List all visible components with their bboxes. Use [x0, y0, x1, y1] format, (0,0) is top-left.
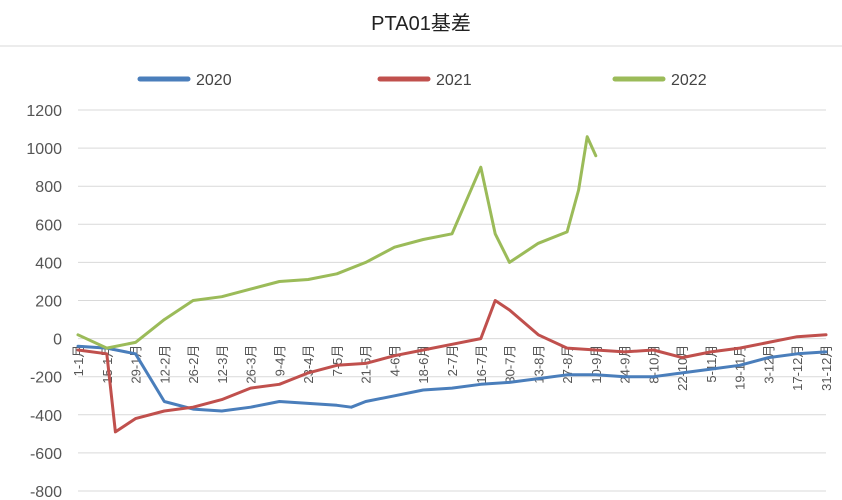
x-tick-label: 12-3月: [215, 345, 230, 384]
series-line-2021: [76, 299, 828, 434]
x-tick-label: 19-11月: [733, 345, 748, 390]
y-tick-label: 1000: [26, 141, 62, 158]
series-group: [76, 135, 828, 434]
x-tick-label: 30-7月: [503, 345, 518, 384]
x-tick-label: 12-2月: [157, 345, 172, 384]
x-tick-label: 4-6月: [387, 345, 402, 377]
x-tick-label: 3-12月: [761, 345, 776, 384]
x-tick-label: 31-12月: [819, 345, 834, 391]
x-tick-label: 9-4月: [272, 345, 287, 377]
legend: 2020 2021 2022: [137, 72, 707, 89]
grid: [78, 109, 826, 492]
x-tick-label: 5-11月: [704, 345, 719, 383]
y-tick-label: -400: [30, 408, 62, 425]
x-tick-label: 16-7月: [474, 345, 489, 384]
legend-label-2020: 2020: [196, 72, 232, 89]
y-axis: 1200 1000 800 600 400 200 0 -200 -400 -600 -800: [26, 103, 62, 500]
x-tick-label: 8-10月: [646, 345, 661, 384]
y-tick-label: 800: [35, 179, 62, 196]
series-line-2022: [76, 135, 598, 350]
y-tick-label: -600: [30, 446, 62, 463]
legend-label-2022: 2022: [671, 72, 707, 89]
x-tick-label: 1-1月: [71, 345, 86, 377]
x-tick-label: 2-7月: [445, 345, 460, 377]
x-tick-label: 7-5月: [330, 345, 345, 377]
x-tick-label: 24-9月: [618, 345, 633, 384]
chart-title: PTA01基差: [371, 12, 471, 35]
x-tick-label: 23-4月: [301, 345, 316, 384]
y-tick-label: 200: [35, 294, 62, 311]
y-tick-label: 600: [35, 217, 62, 234]
y-tick-label: 400: [35, 255, 62, 272]
x-tick-label: 26-2月: [186, 345, 201, 384]
y-tick-label: 0: [53, 332, 62, 349]
x-tick-label: 17-12月: [790, 345, 805, 391]
x-tick-label: 27-8月: [560, 345, 575, 384]
x-tick-label: 26-3月: [244, 345, 259, 384]
x-axis: 1-1月 15-1月 29-1月 12-2月 26-2月 12-3月 26-3月 9-4月 23…: [71, 345, 834, 391]
x-tick-label: 22-10月: [675, 345, 690, 391]
y-tick-label: -200: [30, 370, 62, 387]
x-tick-label: 13-8月: [531, 345, 546, 384]
y-tick-label: 1200: [26, 103, 62, 120]
legend-label-2021: 2021: [436, 72, 472, 89]
y-tick-label: -800: [30, 484, 62, 500]
series-line-2020: [76, 344, 828, 413]
x-tick-label: 18-6月: [416, 345, 431, 384]
